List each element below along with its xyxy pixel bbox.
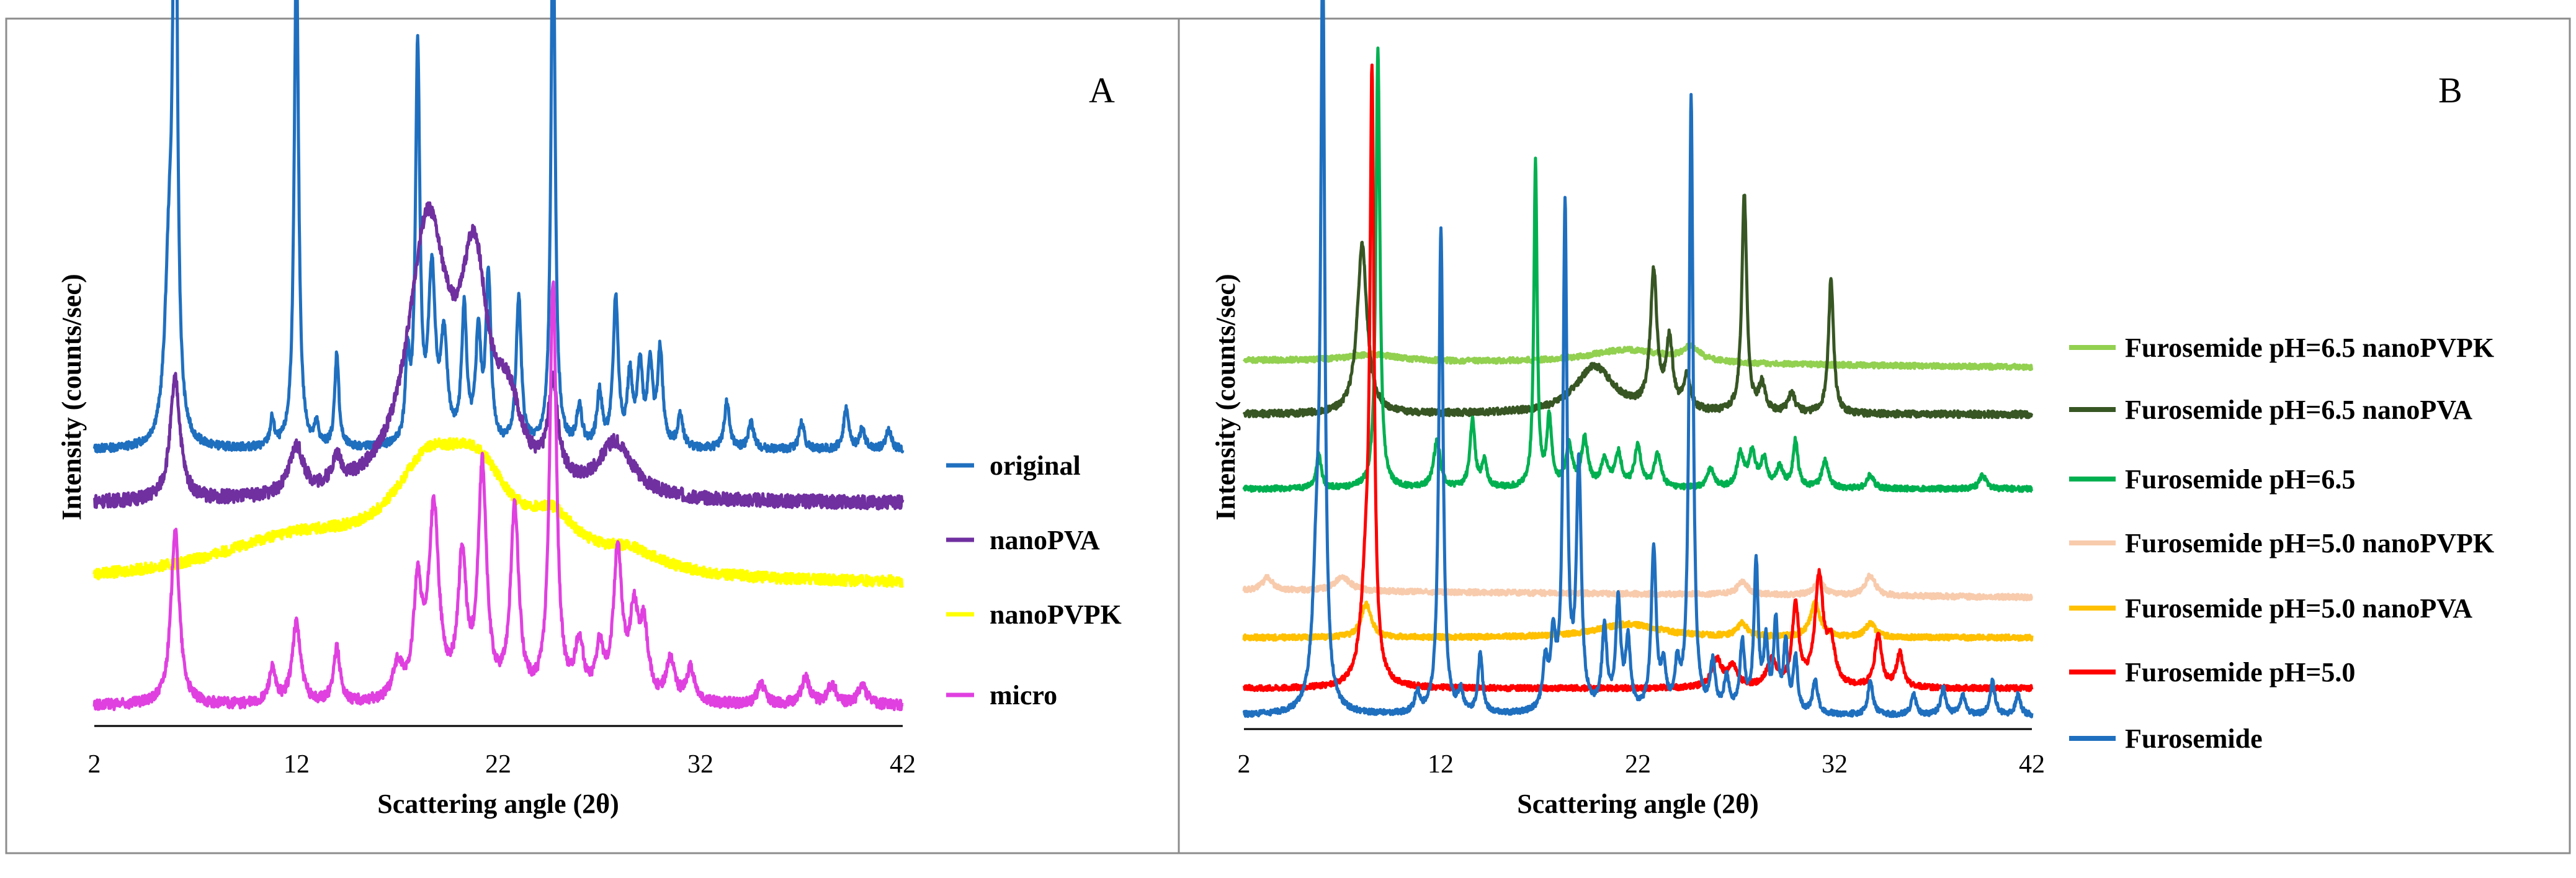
panel-a-plot-area bbox=[92, 0, 905, 712]
x-tick-label: 32 bbox=[687, 750, 713, 779]
legend-label-ph50-nanopva: Furosemide pH=5.0 nanoPVA bbox=[2125, 593, 2472, 624]
legend-label-original: original bbox=[990, 450, 1081, 481]
panel-b-x-axis-title: Scattering angle (2θ) bbox=[1517, 789, 1759, 819]
series-line-furosemide-ph-5-0-nanopva bbox=[1242, 599, 2034, 642]
panel-b-letter: B bbox=[2438, 70, 2462, 110]
panel-b-plot-area bbox=[1242, 0, 2034, 719]
series-line-original bbox=[92, 0, 905, 454]
legend-label-ph50: Furosemide pH=5.0 bbox=[2125, 657, 2355, 688]
x-tick-label: 2 bbox=[1238, 750, 1251, 779]
panel-b-x-ticks: 2 12 22 32 42 bbox=[1238, 750, 2046, 779]
legend-label-ph65-nanopvpk: Furosemide pH=6.5 nanoPVPK bbox=[2125, 333, 2494, 363]
series-line-micro bbox=[92, 280, 904, 712]
legend-label-furosemide: Furosemide bbox=[2125, 723, 2263, 754]
legend-label-ph65: Furosemide pH=6.5 bbox=[2125, 464, 2355, 495]
x-tick-label: 12 bbox=[1428, 750, 1454, 779]
series-line-furosemide-ph-6-5-nanopvpk bbox=[1242, 342, 2034, 371]
panel-a-x-axis-title: Scattering angle (2θ) bbox=[377, 789, 619, 819]
panel-a-legend: original nanoPVA nanoPVPK micro bbox=[946, 450, 1122, 710]
panel-a-y-axis-title: Intensity (counts/sec) bbox=[56, 274, 87, 520]
x-tick-label: 42 bbox=[2019, 750, 2045, 779]
x-tick-label: 22 bbox=[1625, 750, 1651, 779]
series-line-nanopva bbox=[92, 201, 905, 511]
panel-b-legend: Furosemide pH=6.5 nanoPVPK Furosemide pH… bbox=[2069, 333, 2494, 754]
x-tick-label: 2 bbox=[88, 750, 101, 779]
panel-a-x-ticks: 2 12 22 32 42 bbox=[88, 750, 916, 779]
legend-label-nanopva: nanoPVA bbox=[990, 525, 1100, 555]
panel-a-letter: A bbox=[1089, 70, 1115, 110]
legend-label-ph50-nanopvpk: Furosemide pH=5.0 nanoPVPK bbox=[2125, 528, 2494, 558]
series-line-furosemide-ph-6-5-nanopva bbox=[1242, 194, 2034, 419]
legend-label-nanopvpk: nanoPVPK bbox=[990, 599, 1122, 630]
x-tick-label: 12 bbox=[284, 750, 310, 779]
series-line-furosemide-ph-6-5 bbox=[1242, 46, 2033, 493]
panel-a: A 2 12 22 32 42 Scattering angle (2θ) In… bbox=[56, 0, 1122, 819]
series-line-furosemide bbox=[1242, 0, 2034, 719]
panel-b-frame bbox=[1178, 17, 2571, 854]
x-tick-label: 22 bbox=[485, 750, 511, 779]
series-line-furosemide-ph-5-0 bbox=[1243, 63, 2034, 692]
panel-b: B 2 12 22 32 42 Scattering angle (2θ) In… bbox=[1210, 0, 2494, 819]
series-line-nanopvpk bbox=[92, 437, 904, 588]
x-tick-label: 32 bbox=[1822, 750, 1848, 779]
x-tick-label: 42 bbox=[890, 750, 916, 779]
legend-label-ph65-nanopva: Furosemide pH=6.5 nanoPVA bbox=[2125, 395, 2472, 425]
legend-label-micro: micro bbox=[990, 680, 1057, 710]
series-line-furosemide-ph-5-0-nanopvpk bbox=[1242, 572, 2033, 602]
panel-b-y-axis-title: Intensity (counts/sec) bbox=[1210, 274, 1241, 520]
